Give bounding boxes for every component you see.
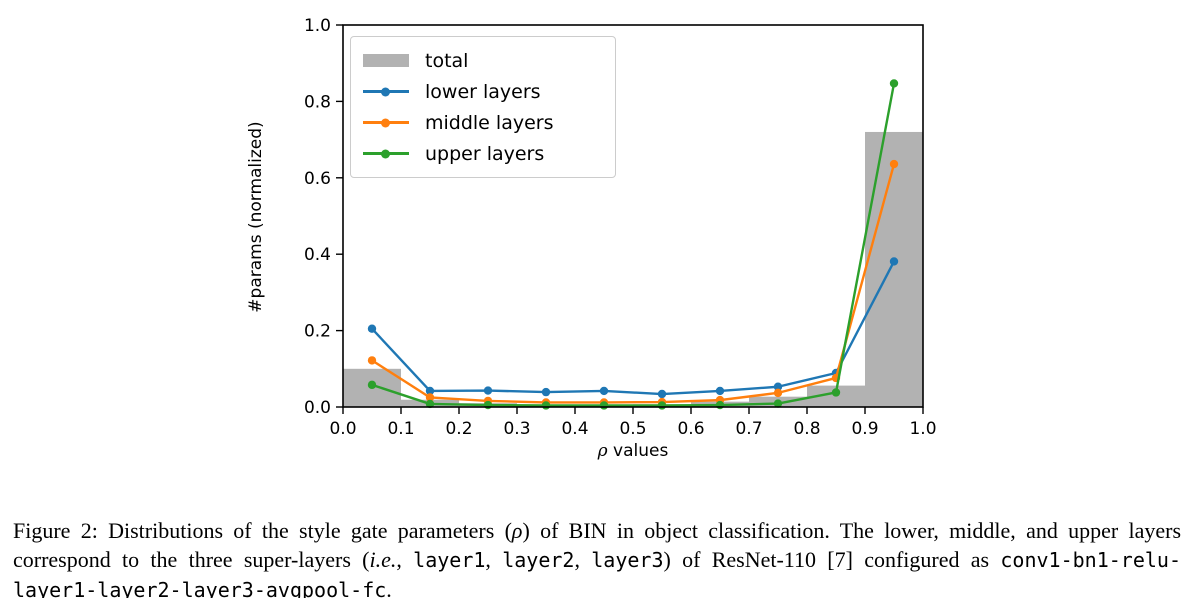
caption-segment: ) of BIN in object classification. The l… <box>13 518 1182 572</box>
caption-segment: , <box>485 547 503 572</box>
legend-item-total: total <box>363 45 605 76</box>
caption-segment: , <box>574 547 592 572</box>
caption-segment: , <box>396 547 414 572</box>
legend-dot-icon <box>381 87 390 96</box>
series-marker <box>657 401 667 410</box>
legend-item-lower-layers: lower layers <box>363 76 605 107</box>
y-axis-label: #params (normalized) <box>246 121 266 313</box>
series-marker <box>599 386 609 396</box>
series-line <box>371 260 896 396</box>
histogram-bar <box>865 131 923 407</box>
series-marker <box>715 386 725 396</box>
x-tick-label: 0.9 <box>851 419 878 439</box>
series-marker <box>541 401 551 410</box>
legend-item-upper-layers: upper layers <box>363 138 605 169</box>
rho-symbol: ρ <box>597 441 608 461</box>
y-tick-label: 1.0 <box>304 16 331 36</box>
series-marker <box>367 380 377 390</box>
series-marker <box>425 393 435 402</box>
caption-segment: ρ <box>511 518 523 543</box>
x-tick-label: 1.0 <box>909 419 936 439</box>
caption-segment: . <box>386 577 392 598</box>
legend-item-middle-layers: middle layers <box>363 107 605 138</box>
caption-segment: i.e. <box>369 547 397 572</box>
x-tick-label: 0.5 <box>619 419 646 439</box>
x-axis-label-text: values <box>607 441 669 461</box>
series-marker <box>715 400 725 410</box>
caption-segment: layer2 <box>502 548 575 572</box>
y-tick-label: 0.4 <box>304 245 331 265</box>
series-line <box>371 163 896 404</box>
legend-swatch-total <box>363 54 409 67</box>
x-tick-label: 0.0 <box>329 419 356 439</box>
y-tick-label: 0.2 <box>304 322 331 342</box>
series-marker <box>483 400 493 410</box>
legend-line-icon <box>363 87 409 96</box>
x-tick-label: 0.6 <box>677 419 704 439</box>
legend-line-icon <box>363 149 409 158</box>
y-tick-label: 0.0 <box>304 398 331 418</box>
legend-line-icon <box>363 118 409 127</box>
chart-canvas: 0.0 0.1 0.2 0.3 0.4 0.5 0.6 0.7 0.8 0.9 1.0 0.0 0.2 0… <box>304 16 937 439</box>
series-marker <box>773 382 783 391</box>
caption-segment: ) of ResNet-110 [7] configured as <box>663 547 1001 572</box>
series-line <box>371 83 896 407</box>
caption-segment: layer3 <box>591 548 664 572</box>
series-marker <box>367 356 377 365</box>
series-marker <box>367 324 377 333</box>
legend-label: lower layers <box>425 80 541 103</box>
x-tick-label: 0.8 <box>793 419 820 439</box>
y-tick-label: 0.6 <box>304 169 331 189</box>
caption-segment: layer1 <box>413 548 486 572</box>
legend-label: middle layers <box>425 111 554 134</box>
series-marker <box>425 386 435 396</box>
figure-caption: Figure 2: Distributions of the style gat… <box>13 516 1181 598</box>
caption-segment: Figure 2: Distributions of the style gat… <box>13 518 512 543</box>
series-marker <box>889 257 899 266</box>
legend-dot-icon <box>381 118 390 127</box>
series-marker <box>889 79 899 88</box>
legend-label: upper layers <box>425 142 545 165</box>
series-marker <box>889 159 899 169</box>
x-tick-label: 0.2 <box>445 419 472 439</box>
legend-dot-icon <box>381 149 390 158</box>
x-tick-label: 0.3 <box>503 419 530 439</box>
series-marker <box>599 401 609 410</box>
legend-label: total <box>425 49 469 72</box>
x-tick-label: 0.1 <box>387 419 414 439</box>
x-axis-label: ρ values <box>533 441 733 461</box>
series-marker <box>657 389 667 399</box>
series-marker <box>773 388 783 398</box>
series-marker <box>425 399 435 409</box>
y-tick-label: 0.8 <box>304 92 331 112</box>
chart-legend: total lower layers middle layers upper laye… <box>350 36 616 178</box>
series-marker <box>831 388 841 397</box>
series-marker <box>773 399 783 408</box>
x-tick-label: 0.4 <box>561 419 588 439</box>
series-marker <box>483 386 493 395</box>
caption-segment: conv1-bn1-relu-layer1-layer2-layer3-avgp… <box>13 548 1181 598</box>
x-tick-label: 0.7 <box>735 419 762 439</box>
series-marker <box>541 387 551 397</box>
